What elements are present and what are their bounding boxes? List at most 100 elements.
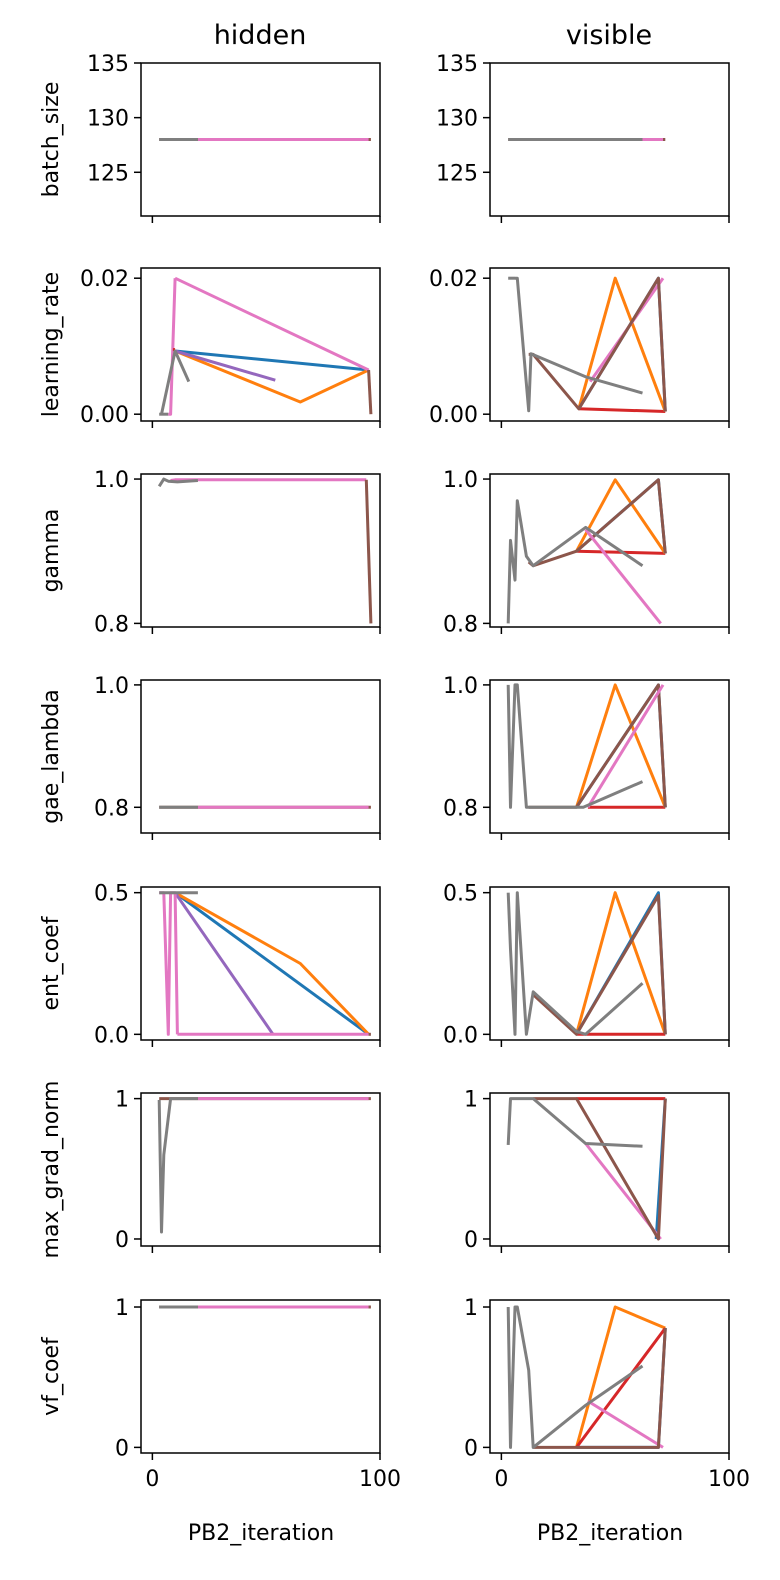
panel-r1-visible: 0.00 0.02 xyxy=(429,267,730,428)
plot-frame xyxy=(140,267,381,422)
y-tick-label: 130 xyxy=(436,107,478,132)
series-line-orange xyxy=(575,683,667,808)
y-tick-label: 1.0 xyxy=(94,674,129,699)
series-line-gray xyxy=(157,477,199,488)
series-line-orange xyxy=(174,891,370,1036)
y-tick-label: 0 xyxy=(464,1436,478,1461)
panel-gamma-hidden: 0.8 1.0 gamma xyxy=(39,468,381,637)
series-line-brown xyxy=(533,1097,667,1241)
y-tick-label: 0.8 xyxy=(443,612,478,637)
panel-ent_coef-hidden: 0.0 0.5 ent_coef xyxy=(39,882,381,1048)
y-axis-label: vf_coef xyxy=(39,1336,64,1416)
y-axis-label: ent_coef xyxy=(39,915,64,1010)
y-axis-label: batch_size xyxy=(39,82,64,198)
y-axis-label: gae_lambda xyxy=(39,689,64,823)
panel-r4-visible: 0.0 0.5 xyxy=(443,882,730,1048)
plot-frame xyxy=(140,1299,381,1454)
series-line-gray xyxy=(506,683,644,809)
plot-frame xyxy=(140,679,381,834)
x-tick-label: 0 xyxy=(494,1467,508,1492)
series-line-purple xyxy=(173,891,275,1036)
panel-r0-visible: 125 130 135 xyxy=(436,52,730,223)
series-line-pink xyxy=(174,276,370,372)
y-tick-label: 0.0 xyxy=(443,1023,478,1048)
series-line-orange xyxy=(575,478,667,555)
series-line-gray xyxy=(506,1305,644,1449)
series-line-pink xyxy=(584,528,662,625)
y-tick-label: 125 xyxy=(87,161,129,186)
series-line-gray xyxy=(506,891,644,1036)
panel-batch_size-hidden: 125 130 135 batch_size xyxy=(39,52,381,223)
series-line-brown xyxy=(364,479,373,624)
series-line-brown xyxy=(532,894,667,1036)
series-line-red xyxy=(578,407,666,413)
series-line-pink-rise xyxy=(168,278,177,416)
x-tick-label: 0 xyxy=(145,1467,159,1492)
series-line-gray xyxy=(506,1097,643,1148)
panel-gae_lambda-hidden: 0.8 1.0 gae_lambda xyxy=(39,674,381,840)
plot-frame xyxy=(489,1092,730,1247)
plot-frame xyxy=(140,1092,381,1247)
series-line-gray xyxy=(160,349,191,415)
y-tick-label: 1.0 xyxy=(443,468,478,493)
plot-frame xyxy=(489,886,730,1041)
y-tick-label: 135 xyxy=(436,52,478,77)
series-line-purple xyxy=(174,349,276,382)
column-title-hidden: hidden xyxy=(214,20,307,51)
panel-r5-visible: 01 xyxy=(464,1088,730,1253)
panel-vf_coef-hidden: 0 1 0 100 vf_coef xyxy=(39,1296,401,1492)
series-line-orange xyxy=(174,349,370,404)
plot-frame xyxy=(489,1299,730,1454)
x-tick-label: 100 xyxy=(708,1467,750,1492)
plot-frame xyxy=(489,62,730,217)
xlabel-visible: PB2_iteration xyxy=(537,1521,683,1546)
panel-r6-visible: 0 1 0 100 xyxy=(464,1296,750,1492)
series-line-red xyxy=(575,1327,667,1449)
y-tick-label: 0.00 xyxy=(80,403,129,428)
y-tick-label: 0.8 xyxy=(443,796,478,821)
series-line-gray xyxy=(506,499,644,624)
plot-frame xyxy=(140,62,381,217)
plot-frame xyxy=(489,679,730,834)
series-line-gray xyxy=(515,276,643,413)
series-line-pink xyxy=(586,684,665,809)
y-tick-label: 0.02 xyxy=(429,267,478,292)
y-axis-label: gamma xyxy=(39,509,64,593)
series-line-gray xyxy=(157,1097,198,1234)
y-tick-label: 1.0 xyxy=(94,468,129,493)
y-tick-label: 0 xyxy=(115,1228,129,1253)
y-tick-label: 125 xyxy=(436,161,478,186)
y-tick-label: 135 xyxy=(87,52,129,77)
series-line-blue xyxy=(174,349,369,372)
panel-r3-visible: 0.8 1.0 xyxy=(443,674,730,840)
panel-r2-visible: 0.8 1.0 xyxy=(443,468,730,637)
y-tick-label: 0.02 xyxy=(80,267,129,292)
y-tick-label: 130 xyxy=(87,107,129,132)
column-title-visible: visible xyxy=(566,20,652,51)
y-tick-label: 0.5 xyxy=(94,882,129,907)
series-line-orange xyxy=(577,276,667,413)
y-tick-label: 1 xyxy=(115,1296,129,1321)
y-tick-label: 1.0 xyxy=(443,674,478,699)
panel-learning_rate-hidden: 0.00 0.02 learning_rate xyxy=(39,267,381,428)
plot-frame xyxy=(140,473,381,628)
xlabel-hidden: PB2_iteration xyxy=(188,1521,334,1546)
series-line-pink xyxy=(587,1399,664,1449)
series-line-pink xyxy=(170,478,367,482)
y-axis-label: max_grad_norm xyxy=(39,1081,64,1259)
y-tick-label: 0.8 xyxy=(94,796,129,821)
y-tick-label: 0.8 xyxy=(94,612,129,637)
plot-frame xyxy=(489,473,730,628)
y-tick-label: 1 xyxy=(464,1296,478,1321)
series-line-brown xyxy=(533,1328,667,1449)
y-tick-label: 0.00 xyxy=(429,403,478,428)
series-line-brown xyxy=(367,369,373,415)
y-tick-label: 0.0 xyxy=(94,1023,129,1048)
x-tick-label: 100 xyxy=(359,1467,401,1492)
y-tick-label: 1 xyxy=(464,1088,478,1113)
y-tick-label: 0 xyxy=(115,1436,129,1461)
plot-frame xyxy=(140,886,381,1041)
y-tick-label: 0.5 xyxy=(443,882,478,907)
panel-max_grad_norm-hidden: 0 1 max_grad_norm xyxy=(39,1081,381,1259)
